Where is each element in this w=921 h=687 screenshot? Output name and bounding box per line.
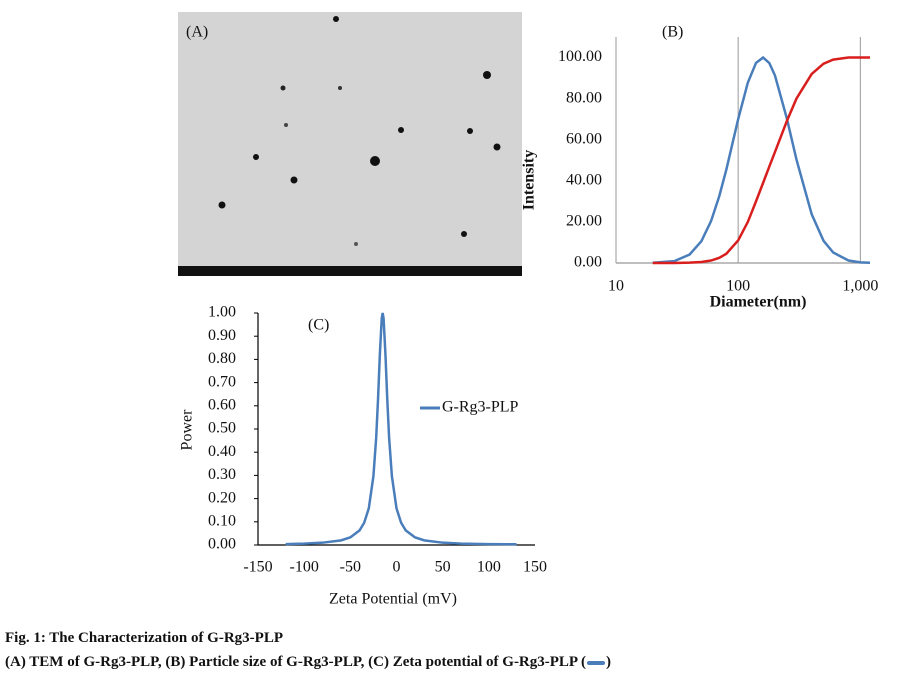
caption-title: Fig. 1: The Characterization of G-Rg3-PL… (5, 630, 284, 646)
particle (461, 231, 467, 237)
tem-scalebar-strip (178, 266, 522, 276)
y-tick-label: 0.00 (574, 254, 602, 271)
particle (398, 127, 404, 133)
caption-body: (A) TEM of G-Rg3-PLP, (B) Particle size … (5, 654, 587, 670)
panel-label: (A) (186, 24, 208, 41)
y-tick-label: 80.00 (566, 89, 602, 106)
y-axis-label: Intensity (521, 150, 538, 210)
y-axis-label: Power (179, 409, 196, 451)
particle (253, 154, 259, 160)
tem-background (178, 12, 522, 276)
legend-label: G-Rg3-PLP (442, 399, 519, 416)
particle (493, 143, 501, 151)
tem-image: (A) (178, 12, 522, 276)
series-line (652, 56, 870, 265)
particle (370, 156, 380, 166)
y-tick-label: 0.20 (208, 489, 236, 506)
x-tick-label: 0 (393, 559, 401, 576)
particle (284, 123, 288, 127)
particle (290, 176, 298, 184)
particle (333, 16, 339, 22)
y-tick-label: 0.80 (208, 350, 236, 367)
y-tick-label: 0.30 (208, 466, 236, 483)
y-tick-label: 0.70 (208, 373, 236, 390)
x-tick-label: 100 (477, 559, 501, 576)
y-tick-label: 20.00 (566, 213, 602, 230)
chart-title: (C) (308, 317, 329, 334)
particle (280, 85, 286, 91)
y-tick-label: 60.00 (566, 130, 602, 147)
particle (467, 128, 473, 134)
particle (338, 86, 342, 90)
x-tick-label: -150 (243, 559, 272, 576)
x-tick-label: -50 (340, 559, 361, 576)
x-tick-label: 10 (608, 278, 624, 295)
particle (354, 242, 358, 246)
y-tick-label: 1.00 (208, 304, 236, 321)
y-tick-label: 40.00 (566, 171, 602, 188)
y-tick-label: 0.50 (208, 420, 236, 437)
x-tick-label: 1,000 (842, 278, 878, 295)
particle (218, 201, 226, 209)
legend-icon (587, 660, 606, 665)
x-axis-label: Diameter(nm) (710, 294, 807, 311)
particle (483, 71, 491, 79)
x-tick-label: 150 (523, 559, 547, 576)
y-tick-label: 100.00 (558, 48, 602, 65)
chart-title: (B) (662, 24, 683, 41)
y-tick-label: 0.90 (208, 327, 236, 344)
caption-close: ) (606, 654, 612, 670)
series-line (285, 312, 517, 546)
x-axis-label: Zeta Potential (mV) (329, 591, 457, 608)
figure-svg: (A) 10 100 1,000 0.00 20.00 40.00 60.00 80.00 10… (178, 12, 878, 608)
x-tick-label: 100 (726, 278, 750, 295)
series-line (652, 55, 871, 265)
x-tick-label: -100 (290, 559, 319, 576)
y-tick-label: 0.00 (208, 536, 236, 553)
y-tick-label: 0.40 (208, 443, 236, 460)
y-tick-label: 0.60 (208, 396, 236, 413)
caption-text: (A) TEM of G-Rg3-PLP, (B) Particle size … (5, 654, 611, 671)
y-tick-label: 0.10 (208, 512, 236, 529)
x-tick-label: 50 (435, 559, 451, 576)
